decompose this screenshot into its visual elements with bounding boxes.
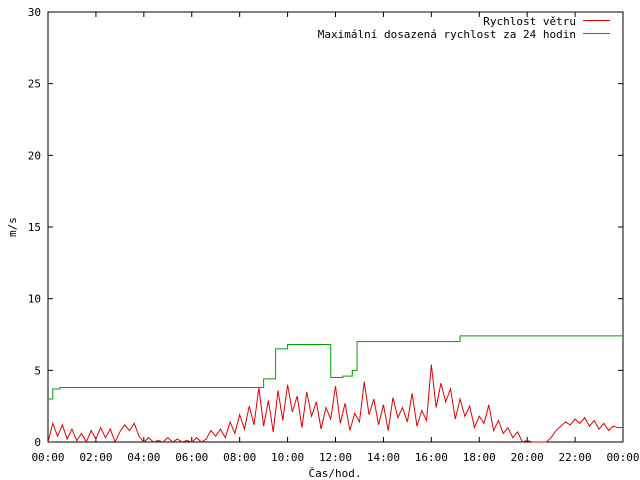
y-axis-title: m/s (6, 217, 19, 237)
x-tick-label: 10:00 (271, 451, 304, 464)
legend: Rychlost větru Maximální dosazená rychlo… (318, 15, 610, 41)
y-tick-labels: 0 5 10 15 20 25 30 (28, 6, 41, 449)
x-tick-label: 02:00 (79, 451, 112, 464)
x-tick-label: 22:00 (559, 451, 592, 464)
x-tick-label: 18:00 (463, 451, 496, 464)
series-lines (47, 335, 623, 444)
y-tick-label: 15 (28, 221, 41, 234)
x-axis-title: Čas/hod. (309, 467, 362, 480)
y-tick-label: 10 (28, 293, 41, 306)
x-tick-label: 20:00 (511, 451, 544, 464)
legend-label-wind-speed: Rychlost větru (483, 15, 576, 28)
x-tick-label: 12:00 (319, 451, 352, 464)
y-tick-label: 0 (34, 436, 41, 449)
y-tick-label: 30 (28, 6, 41, 19)
x-tick-label: 04:00 (127, 451, 160, 464)
tick-marks (47, 11, 624, 443)
y-tick-label: 25 (28, 78, 41, 91)
x-tick-label: 16:00 (415, 451, 448, 464)
x-tick-label: 14:00 (367, 451, 400, 464)
x-tick-label: 00:00 (31, 451, 64, 464)
legend-label-max-speed: Maximální dosazená rychlost za 24 hodin (318, 28, 576, 41)
x-tick-label: 06:00 (175, 451, 208, 464)
series-line-max-speed (48, 335, 623, 400)
x-tick-label: 08:00 (223, 451, 256, 464)
x-tick-label: 00:00 (606, 451, 639, 464)
x-tick-labels: 00:00 02:00 04:00 06:00 08:00 10:00 12:00 14:00… (31, 451, 639, 464)
series-line-wind-speed (47, 364, 623, 444)
y-tick-label: 20 (28, 149, 41, 162)
y-tick-label: 5 (34, 364, 41, 377)
